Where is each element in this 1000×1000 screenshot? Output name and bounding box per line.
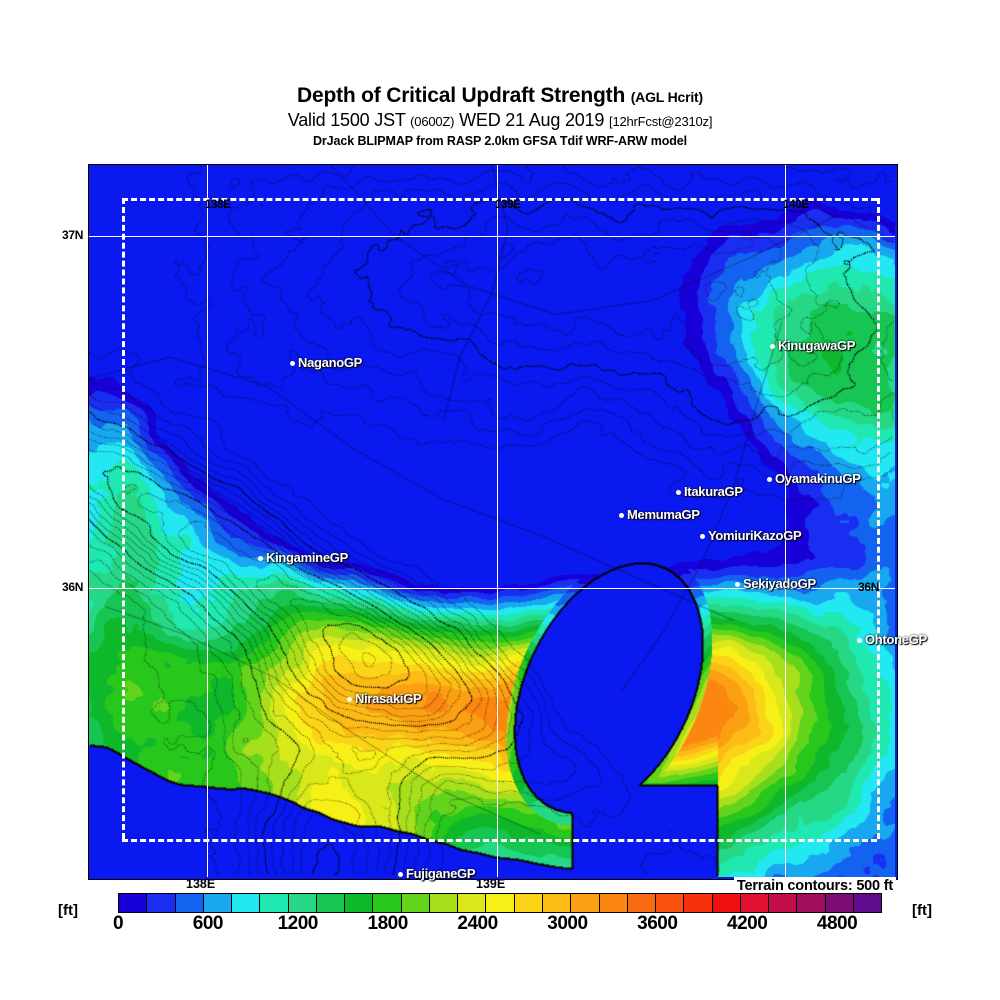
colorbar-tick-1800: 1800 — [367, 913, 409, 934]
colorbar-swatch-20 — [684, 894, 713, 912]
station-label: FujiganeGP — [406, 866, 476, 881]
colorbar-tick-1200: 1200 — [277, 913, 319, 934]
lon-label-bottom-138e: 138E — [186, 877, 216, 891]
station-dot-icon — [347, 697, 352, 702]
domain-box-left — [122, 198, 125, 839]
forecast-hour: [12hrFcst@2310z] — [609, 114, 713, 129]
lon-label-bottom-139e: 139E — [476, 877, 506, 891]
colorbar-tick-labels: 0 600 1200 1800 2400 3000 3600 4200 4800 — [88, 913, 912, 943]
colorbar-swatch-2 — [175, 894, 204, 912]
station-dot-icon — [767, 477, 772, 482]
colorbar-swatch-6 — [288, 894, 317, 912]
station-dot-icon — [770, 344, 775, 349]
colorbar-swatch-3 — [203, 894, 233, 912]
colorbar-swatch-23 — [769, 894, 798, 912]
station-label: SekiyadoGP — [743, 576, 816, 591]
graticule-lon-139e — [497, 165, 498, 877]
valid-date: WED 21 Aug 2019 — [459, 110, 605, 130]
map-raster-layer — [89, 165, 895, 877]
colorbar-swatch-22 — [740, 894, 770, 912]
graticule-lon-140e — [785, 165, 786, 877]
page-title: Depth of Critical Updraft Strength (AGL … — [0, 84, 1000, 109]
station-dot-icon — [735, 582, 740, 587]
title-valid-line: Valid 1500 JST (0600Z) WED 21 Aug 2019 [… — [0, 109, 1000, 133]
colorbar-tick-600: 600 — [192, 913, 224, 934]
station-dot-icon — [857, 638, 862, 643]
station-label: MemumaGP — [627, 507, 700, 522]
station-label: KingamineGP — [266, 550, 348, 565]
colorbar-swatch-8 — [345, 894, 374, 912]
colorbar-swatch-18 — [627, 894, 657, 912]
colorbar-unit-left: [ft] — [58, 902, 78, 919]
colorbar-swatch-0 — [119, 894, 148, 912]
lon-label-top-139e: 139E — [495, 199, 521, 211]
colorbar-swatch-26 — [853, 894, 882, 912]
station-dot-icon — [398, 872, 403, 877]
colorbar-swatch-5 — [260, 894, 289, 912]
station-dot-icon — [290, 361, 295, 366]
station-label: YomiuriKazoGP — [708, 528, 802, 543]
lat-label-36n-left: 36N — [62, 580, 84, 594]
lat-label-37n-left: 37N — [62, 228, 84, 242]
colorbar-swatch-21 — [712, 894, 741, 912]
station-dot-icon — [619, 513, 624, 518]
valid-time: Valid 1500 JST — [287, 110, 406, 130]
model-description: DrJack BLIPMAP from RASP 2.0km GFSA Tdif… — [312, 134, 688, 148]
colorbar-swatch-1 — [147, 894, 176, 912]
colorbar-swatch-13 — [486, 894, 515, 912]
station-label: ItakuraGP — [684, 484, 743, 499]
colorbar-swatch-15 — [542, 894, 572, 912]
graticule-lat-37n — [89, 236, 895, 237]
station-dot-icon — [258, 556, 263, 561]
colorbar-swatch-16 — [571, 894, 600, 912]
station-label: NirasakiGP — [355, 691, 422, 706]
graticule-lat-36n — [89, 588, 895, 589]
colorbar-swatch-12 — [458, 894, 487, 912]
colorbar-tick-3000: 3000 — [547, 913, 588, 934]
station-dot-icon — [700, 534, 705, 539]
colorbar-swatch-7 — [316, 894, 346, 912]
colorbar-swatch-11 — [429, 894, 459, 912]
colorbar-tick-2400: 2400 — [457, 913, 498, 934]
valid-time-utc: (0600Z) — [410, 114, 455, 129]
graticule-lon-138e — [207, 165, 208, 877]
domain-box-bottom — [122, 839, 877, 842]
colorbar-swatch-14 — [514, 894, 543, 912]
lon-label-top-138e: 138E — [205, 199, 231, 211]
colorbar-tick-0: 0 — [112, 913, 124, 934]
colorbar-unit-right: [ft] — [912, 902, 932, 919]
colorbar-tick-3600: 3600 — [637, 913, 678, 934]
colorbar-swatch-24 — [797, 894, 826, 912]
lon-label-top-140e: 140E — [783, 199, 809, 211]
colorbar-tick-4200: 4200 — [727, 913, 768, 934]
station-label: OyamakinuGP — [775, 471, 861, 486]
colorbar-tick-4800: 4800 — [816, 913, 858, 934]
lat-label-36n-right: 36N — [858, 580, 880, 594]
title-main-suffix: (AGL Hcrit) — [630, 89, 703, 105]
domain-box-top — [122, 198, 877, 201]
station-label: NaganoGP — [298, 355, 363, 370]
colorbar[interactable] — [118, 893, 882, 913]
station-label: OhtoneGP — [865, 632, 927, 647]
colorbar-swatch-9 — [373, 894, 402, 912]
terrain-contour-note: Terrain contours: 500 ft — [733, 877, 896, 895]
title-block: Depth of Critical Updraft Strength (AGL … — [0, 84, 1000, 149]
colorbar-swatch-19 — [656, 894, 685, 912]
domain-box-right — [877, 198, 880, 839]
colorbar-swatch-4 — [232, 894, 261, 912]
colorbar-swatch-25 — [825, 894, 854, 912]
station-label: KinugawaGP — [778, 338, 856, 353]
colorbar-swatch-17 — [599, 894, 628, 912]
colorbar-swatch-10 — [401, 894, 430, 912]
station-dot-icon — [676, 490, 681, 495]
forecast-map[interactable] — [88, 164, 898, 880]
title-main-text: Depth of Critical Updraft Strength — [297, 84, 626, 107]
